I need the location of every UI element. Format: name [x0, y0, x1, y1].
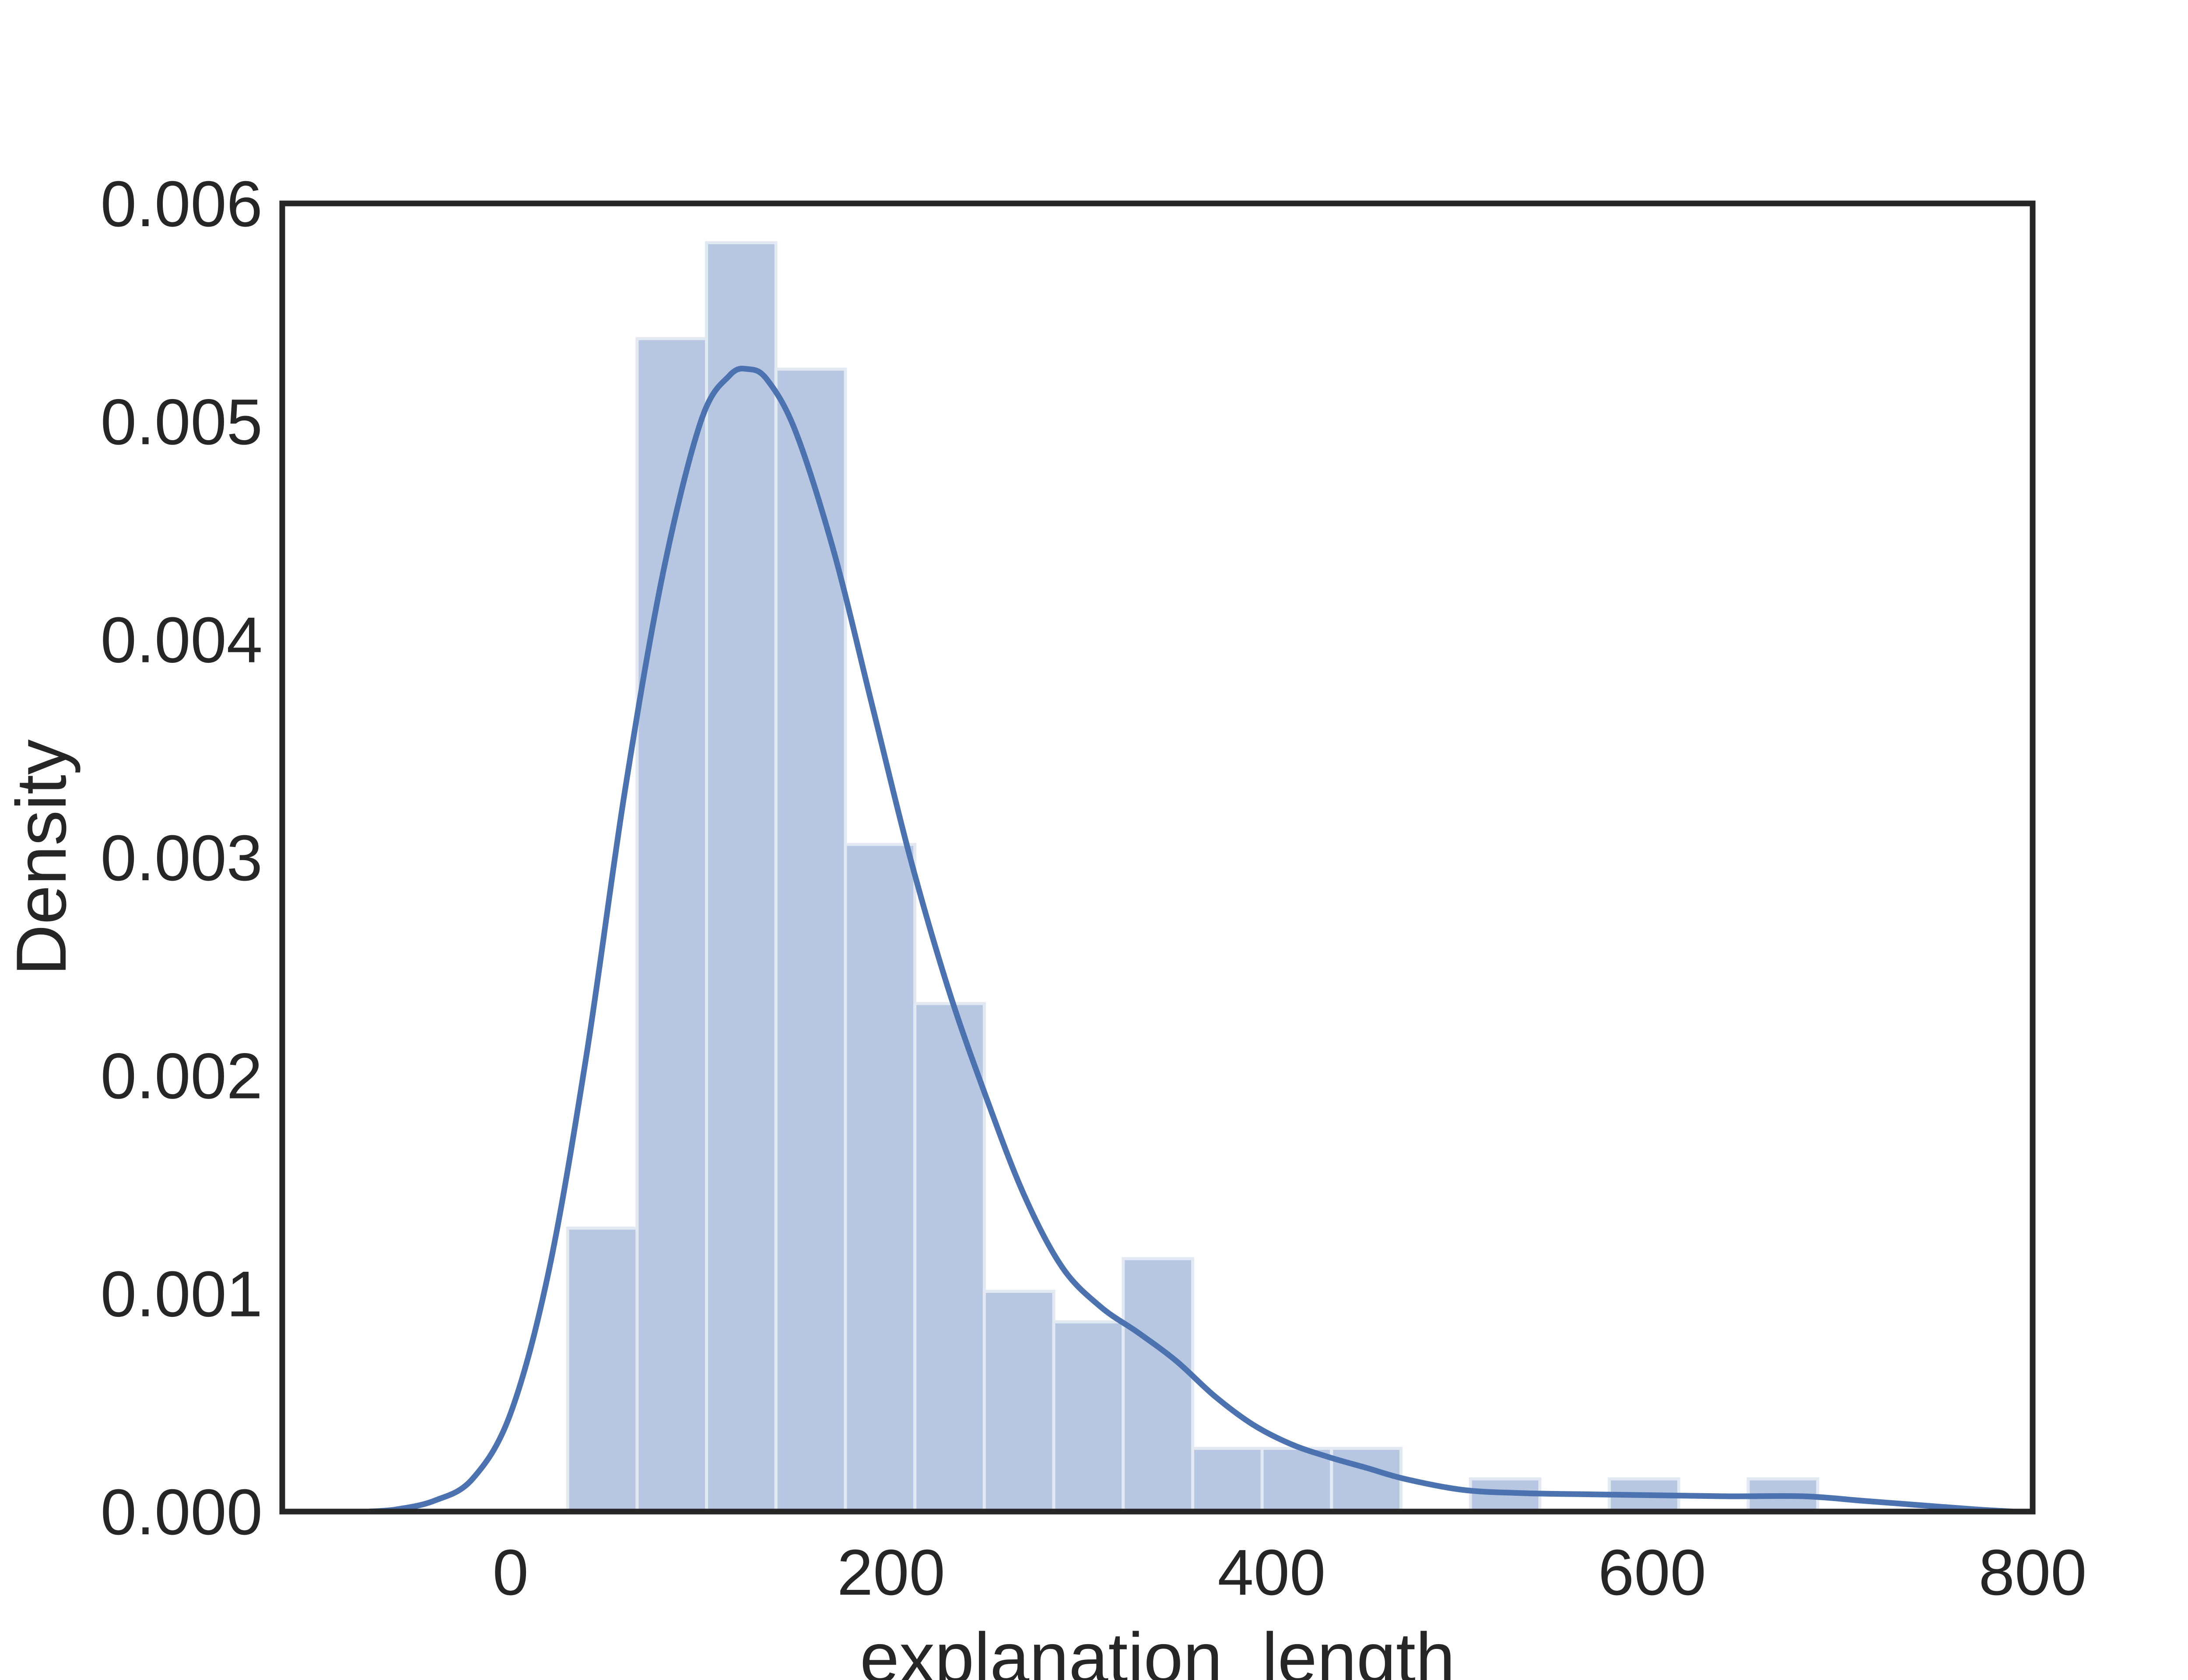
histogram-bar	[705, 241, 778, 1513]
x-tick-label: 400	[1217, 1536, 1325, 1609]
y-tick-label: 0.002	[101, 1040, 263, 1112]
x-tick-labels: 0 200 400 600 800	[493, 1536, 2087, 1609]
histogram-bar	[982, 1290, 1055, 1513]
histogram-bar	[844, 843, 917, 1513]
x-tick-label: 600	[1598, 1536, 1706, 1609]
histogram-bar	[1052, 1320, 1125, 1513]
y-tick-label: 0.001	[101, 1258, 263, 1330]
x-tick-label: 200	[837, 1536, 945, 1609]
histogram-bar	[1191, 1446, 1264, 1513]
y-tick-labels: 0.000 0.001 0.002 0.003 0.004 0.005 0.006	[101, 168, 263, 1548]
histogram-bar	[1260, 1446, 1333, 1513]
axes-frame	[279, 200, 2036, 1515]
x-tick-label: 0	[493, 1536, 529, 1609]
y-tick-label: 0.006	[101, 168, 263, 240]
x-tick-label: 800	[1979, 1536, 2087, 1609]
histogram-bar	[1330, 1446, 1403, 1513]
histogram-bar	[774, 368, 847, 1513]
histogram-bars	[566, 241, 1820, 1513]
y-tick-label: 0.003	[101, 822, 263, 894]
kde-line	[365, 365, 2016, 1515]
y-axis-label: Density	[2, 739, 81, 976]
histogram-bar	[913, 1002, 986, 1513]
histogram-bar	[635, 337, 708, 1513]
x-axis-label: explanation_length	[860, 1618, 1455, 1680]
histogram-bar	[1122, 1257, 1194, 1513]
y-tick-label: 0.000	[101, 1476, 263, 1548]
y-tick-label: 0.005	[101, 386, 263, 458]
histogram-bar	[566, 1226, 639, 1513]
y-tick-label: 0.004	[101, 604, 263, 676]
